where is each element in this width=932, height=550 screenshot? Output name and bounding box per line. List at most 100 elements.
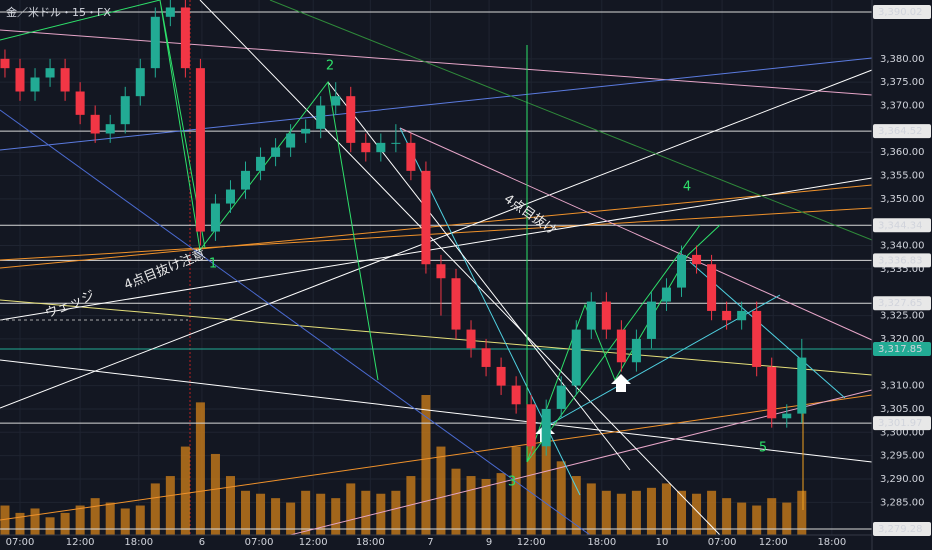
candle-body — [556, 385, 566, 409]
candle-body — [105, 124, 115, 134]
volume-bar — [271, 498, 281, 535]
x-tick-label: 7 — [427, 537, 433, 548]
price-level-tag — [873, 416, 931, 431]
volume-bar — [30, 508, 40, 535]
y-tick-label: 3,360.00 — [880, 147, 925, 158]
price-level-tag — [873, 218, 931, 233]
volume-bar — [15, 512, 25, 535]
volume-bar — [256, 493, 266, 535]
candle-body — [601, 301, 611, 330]
candle-body — [316, 105, 326, 129]
candle-body — [391, 142, 401, 144]
wave-line — [526, 224, 701, 463]
candle-body — [616, 329, 626, 363]
volume-bar — [421, 395, 431, 535]
price-level-label: 3,327.65 — [878, 298, 923, 309]
y-tick-label: 3,305.00 — [880, 404, 925, 415]
volume-bar — [90, 498, 100, 535]
candle-body — [646, 301, 656, 339]
volume-bar — [436, 446, 446, 535]
trend-line — [0, 394, 873, 521]
volume-bar — [677, 490, 687, 535]
up-arrow-icon — [611, 374, 631, 392]
y-tick-label: 3,320.00 — [880, 334, 925, 345]
trend-line — [399, 127, 873, 341]
annotation: 5 — [759, 441, 767, 456]
candle-body — [90, 114, 100, 134]
volume-bar — [346, 483, 356, 535]
trend-line — [0, 207, 873, 261]
candle-body — [225, 189, 235, 204]
volume-bar — [105, 502, 115, 535]
trend-line — [229, 389, 873, 550]
y-tick-label: 3,295.00 — [880, 451, 925, 462]
candle-body — [241, 170, 251, 190]
volume-bar — [301, 490, 311, 535]
candle-body — [797, 357, 807, 414]
trend-line — [0, 69, 873, 409]
volume-bar — [601, 490, 611, 535]
annotation: 2 — [326, 59, 334, 74]
candle-body — [180, 7, 190, 69]
trend-line — [269, 0, 873, 241]
volume-bar — [722, 498, 732, 535]
volume-bar — [511, 446, 521, 535]
volume-bar — [286, 502, 296, 535]
volume-bar — [361, 490, 371, 535]
price-level-label: 3,336.83 — [878, 255, 923, 266]
volume-bar — [526, 409, 536, 535]
candle-body — [406, 142, 416, 171]
candle-body — [722, 310, 732, 321]
candle-body — [286, 133, 296, 148]
volume-bar — [75, 505, 85, 535]
price-level-label: 3,364.52 — [878, 126, 923, 137]
price-level-tag — [873, 5, 931, 20]
candle-body — [541, 408, 551, 447]
candle-body — [361, 142, 371, 153]
volume-bar — [646, 487, 656, 535]
price-level-tag — [873, 296, 931, 311]
trend-line — [199, 0, 721, 536]
trend-line — [0, 177, 873, 321]
candle-body — [511, 385, 521, 405]
volume-bar — [225, 476, 235, 535]
x-tick-label: 18:00 — [124, 537, 153, 548]
price-level-tag — [873, 124, 931, 139]
x-tick-label: 12:00 — [759, 537, 788, 548]
volume-bar — [60, 512, 70, 535]
candles — [0, 0, 807, 456]
volume-bar — [692, 493, 702, 535]
candle-body — [75, 91, 85, 115]
price-axis — [872, 0, 932, 550]
volume-bar — [631, 490, 641, 535]
y-tick-label: 3,325.00 — [880, 311, 925, 322]
trend-line — [0, 184, 873, 269]
y-tick-label: 3,340.00 — [880, 241, 925, 252]
candle-body — [767, 366, 777, 419]
trend-line — [0, 359, 873, 463]
volume-bar — [376, 493, 386, 535]
volume-bar — [466, 476, 476, 535]
candle-body — [135, 68, 145, 97]
volume-bar — [797, 490, 807, 535]
x-tick-label: 10 — [656, 537, 669, 548]
candle-body — [661, 287, 671, 302]
price-level-label: 3,390.02 — [878, 7, 923, 18]
volume-bar — [737, 502, 747, 535]
volume-bar — [150, 483, 160, 535]
candle-body — [752, 310, 762, 367]
trend-line — [0, 29, 873, 96]
volume-bar — [616, 493, 626, 535]
volume-bar — [586, 483, 596, 535]
y-tick-label: 3,380.00 — [880, 54, 925, 65]
volume-bar — [556, 461, 566, 535]
y-tick-label: 3,370.00 — [880, 101, 925, 112]
x-tick-label: 12:00 — [517, 537, 546, 548]
candle-body — [331, 96, 341, 106]
candle-body — [451, 278, 461, 330]
volume-bar — [195, 402, 205, 535]
trend-line — [0, 299, 873, 376]
candle-body — [481, 348, 491, 367]
volume-bar — [496, 473, 506, 535]
